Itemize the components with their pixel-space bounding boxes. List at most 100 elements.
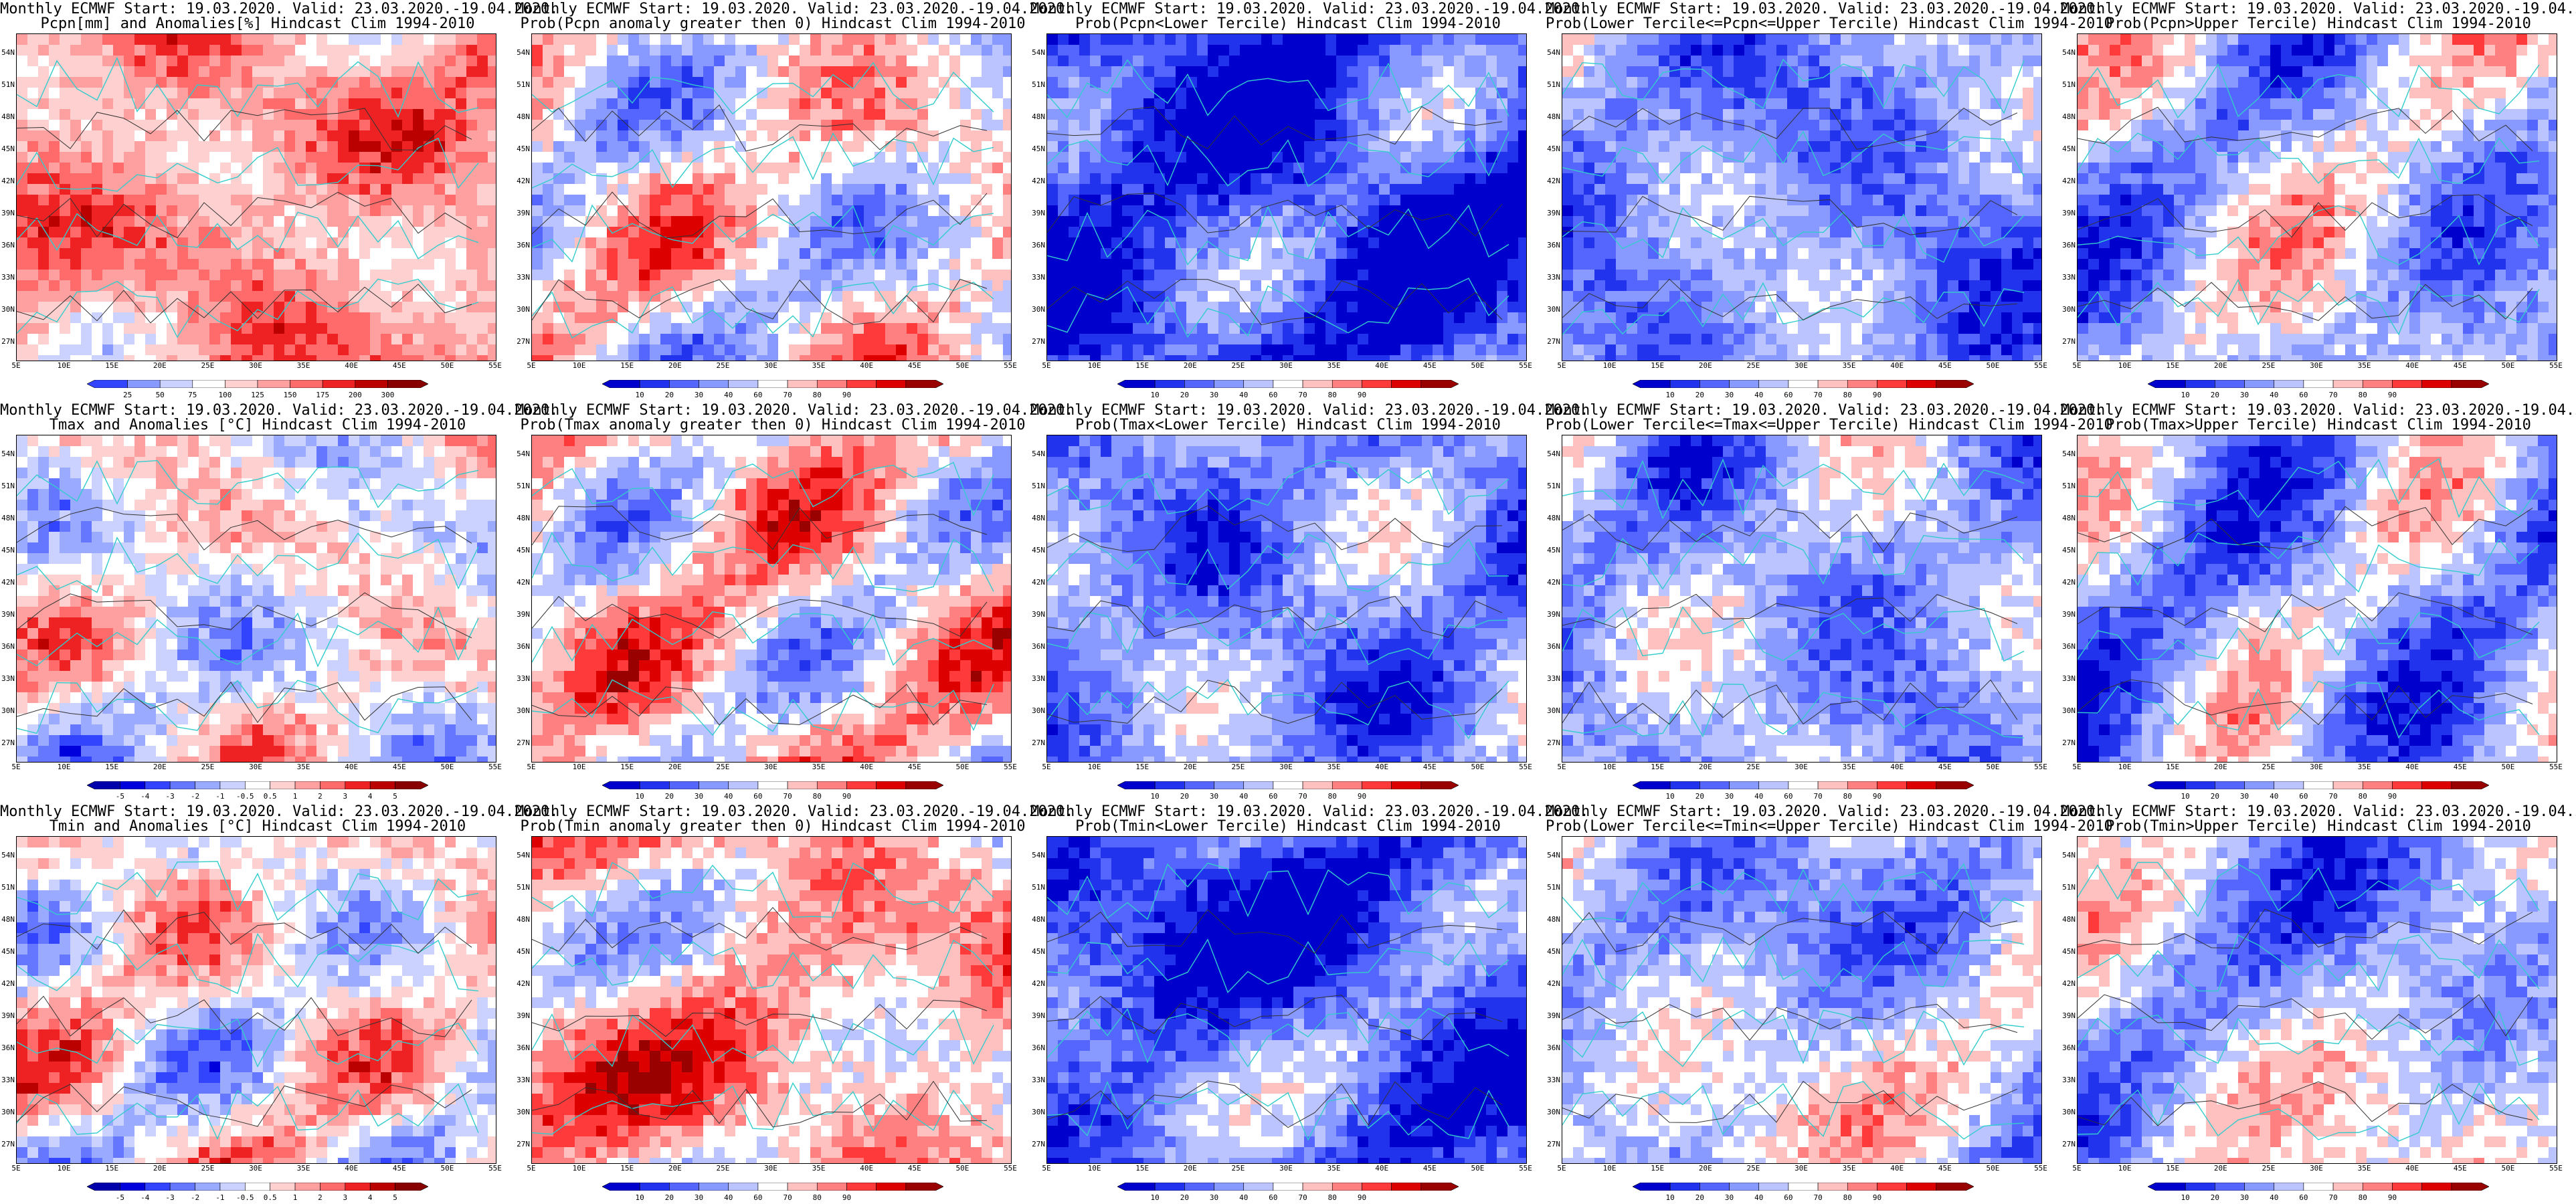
field-cell [1368,216,1380,227]
field-cell [370,77,381,88]
field-cell [359,77,371,88]
field-cell [49,173,60,185]
field-cell [252,109,264,120]
field-cell [1507,77,1519,88]
field-cell [1003,280,1011,292]
field-cell [1616,141,1627,153]
field-cell [767,216,779,227]
field-cell [1154,259,1166,270]
field-cell [38,344,50,356]
field-cell [1368,184,1380,195]
field-cell [1862,34,1873,45]
field-cell [693,344,704,356]
field-cell [639,88,650,99]
field-cell [1723,88,1734,99]
field-cell [1197,109,1208,120]
field-cell [939,237,950,249]
field-cell [466,323,478,334]
field-cell [907,344,918,356]
field-cell [1916,120,1927,131]
field-cell [1090,77,1101,88]
field-cell [199,152,210,163]
panel-title-line1: Monthly ECMWF Start: 19.03.2020. Valid: … [1546,1,2104,17]
field-cell [316,312,328,324]
field-cell [875,205,886,217]
field-cell [295,98,306,110]
field-cell [607,280,618,292]
field-cell [156,323,167,334]
field-cell [1723,109,1734,120]
field-cell [1069,302,1080,313]
field-cell [359,334,371,345]
field-cell [327,195,339,206]
field-cell [1186,163,1198,174]
field-cell [682,323,693,334]
field-cell [543,184,554,195]
field-cell [167,34,178,45]
field-cell [992,270,1004,281]
field-cell [618,120,629,131]
field-cell [1003,334,1011,345]
field-cell [349,237,360,249]
field-cell [209,88,221,99]
field-cell [1809,120,1820,131]
field-cell [252,259,264,270]
field-cell [1283,344,1294,356]
field-cell [1744,141,1756,153]
field-cell [553,163,565,174]
field-cell [543,152,554,163]
field-cell [864,130,875,142]
longitude-label: 35E [297,361,310,370]
field-cell [1176,152,1187,163]
longitude-label: 20E [153,361,167,370]
field-cell [1691,98,1702,110]
field-cell [391,152,403,163]
field-cell [585,77,597,88]
field-cell [1873,109,1884,120]
field-cell [1937,173,1948,185]
field-cell [1090,130,1101,142]
colorbar-swatch [192,380,225,388]
field-cell [800,45,811,56]
field-cell [1443,334,1455,345]
field-cell [1304,45,1315,56]
field-cell [982,173,993,185]
field-cell [402,163,413,174]
field-cell [1304,323,1315,334]
field-cell [1776,88,1788,99]
field-cell [466,130,478,142]
field-cell [714,184,725,195]
field-cell [1926,34,1938,45]
field-cell [682,130,693,142]
field-cell [381,323,392,334]
field-cell [1422,312,1433,324]
field-cell [456,248,467,260]
field-cell [1443,109,1455,120]
field-cell [1358,270,1369,281]
field-cell [327,184,339,195]
field-cell [1272,88,1283,99]
field-cell [242,34,253,45]
field-cell [650,323,661,334]
field-cell [177,344,189,356]
field-cell [564,130,575,142]
field-cell [585,130,597,142]
field-cell [1873,163,1884,174]
field-cell [1562,45,1574,56]
field-cell [1283,270,1294,281]
field-cell [1143,227,1155,238]
field-cell [1787,173,1799,185]
field-cell [124,120,135,131]
field-cell [767,98,779,110]
field-cell [1261,173,1273,185]
field-cell [842,163,854,174]
field-cell [1293,205,1305,217]
field-cell [1368,34,1380,45]
field-cell [1819,98,1831,110]
field-cell [27,302,39,313]
field-cell [1347,344,1358,356]
field-cell [767,130,779,142]
field-cell [338,227,349,238]
field-cell [917,334,929,345]
field-cell [1379,355,1390,361]
